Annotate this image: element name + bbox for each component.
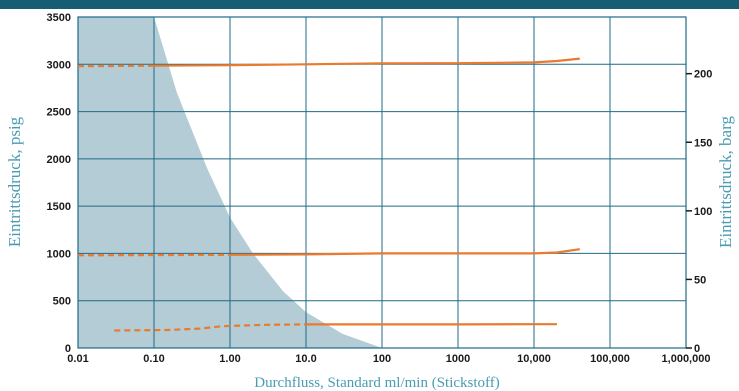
y-tick-label-right: 100 — [694, 206, 712, 218]
y-tick-label-left: 2500 — [47, 107, 71, 119]
grid-layer — [77, 16, 687, 349]
y-tick-label-left: 0 — [65, 343, 71, 355]
curve-2-solid — [229, 248, 580, 256]
y-tick-label-left: 3000 — [47, 59, 71, 71]
curve-1-solid — [153, 57, 580, 67]
x-tick-label: 100,000 — [590, 353, 630, 365]
x-tick-label: 0.10 — [143, 353, 164, 365]
y-axis-title-right: Eintrittsdruck, barg — [716, 116, 735, 248]
y-tick-label-right: 0 — [694, 343, 700, 355]
x-axis-title: Durchfluss, Standard ml/min (Stickstoff) — [254, 375, 500, 391]
y-tick-label-right: 200 — [694, 69, 712, 81]
curve-2-dashed — [77, 253, 231, 257]
y-tick-label-right: 150 — [694, 137, 712, 149]
y-axis-title-left: Eintrittsdruck, psig — [5, 116, 24, 247]
curves-layer — [77, 57, 580, 332]
y-tick-label-right: 50 — [694, 274, 706, 286]
top-band — [0, 0, 739, 9]
tick-labels-layer: 0.01 0.10 1.00 10.0 100 1000 10,000 100,000 1,00… — [47, 12, 713, 365]
y-tick-label-left: 3500 — [47, 12, 71, 24]
curve-3-dashed — [114, 323, 307, 332]
plot-frame — [77, 16, 687, 349]
curve-1-dashed — [77, 64, 155, 68]
x-tick-label: 100 — [373, 353, 391, 365]
y-tick-label-left: 1500 — [47, 201, 71, 213]
y-tick-label-left: 1000 — [47, 248, 71, 260]
x-tick-label: 1000 — [446, 353, 470, 365]
x-tick-label: 0.01 — [67, 353, 88, 365]
x-tick-label: 10.0 — [295, 353, 316, 365]
x-tick-label: 1,000,000 — [662, 353, 711, 365]
x-tick-label: 10,000 — [517, 353, 551, 365]
y-tick-label-left: 500 — [53, 296, 71, 308]
x-tick-label: 1.00 — [219, 353, 240, 365]
y-tick-label-left: 2000 — [47, 154, 71, 166]
